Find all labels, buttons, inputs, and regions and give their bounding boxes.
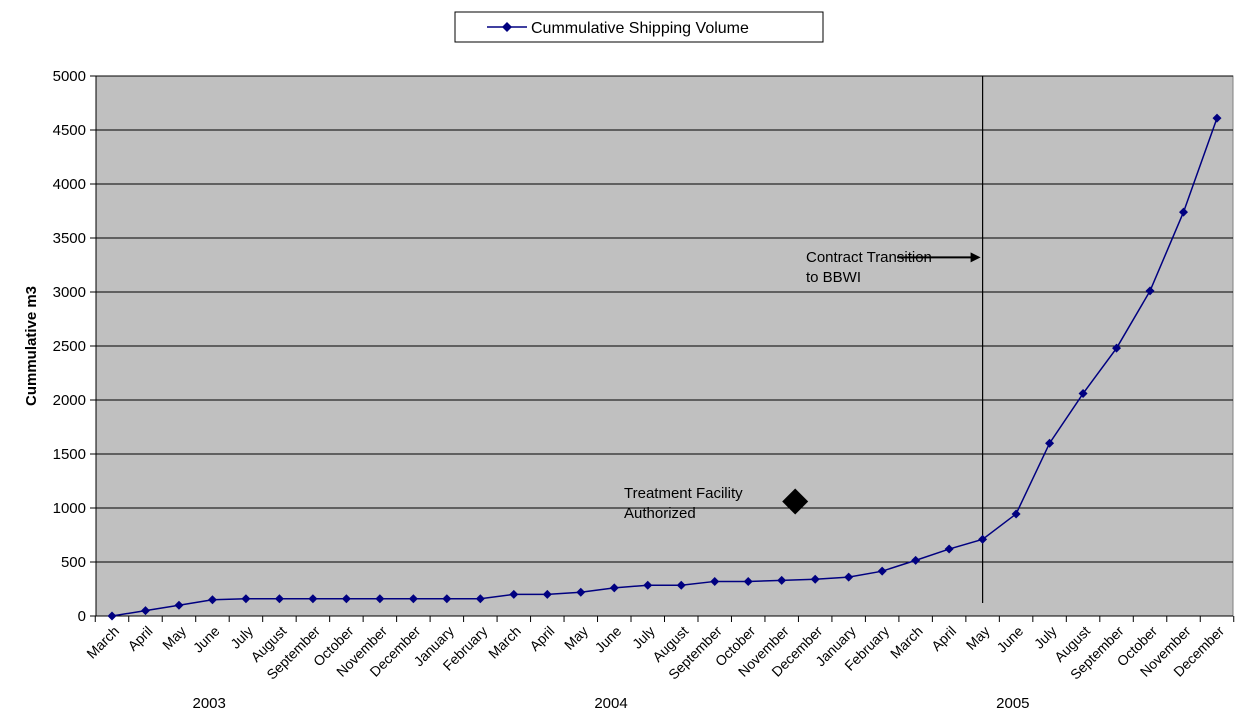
- x-category-label: May: [963, 623, 993, 653]
- x-category-label: April: [526, 623, 557, 654]
- data-point: [676, 580, 686, 590]
- data-point: [174, 600, 184, 610]
- contract-transition-label: to BBWI: [806, 269, 861, 286]
- data-point: [274, 594, 284, 604]
- x-category-label: March: [83, 623, 122, 662]
- y-tick-label: 3000: [53, 284, 86, 301]
- x-category-label: July: [1031, 623, 1060, 652]
- y-tick-label: 5000: [53, 68, 86, 85]
- x-category-label: April: [124, 623, 155, 654]
- data-point: [810, 574, 820, 584]
- data-point: [911, 555, 921, 565]
- data-point: [609, 583, 619, 593]
- y-tick-label: 3500: [53, 230, 86, 247]
- data-point: [1145, 286, 1155, 296]
- data-point: [1078, 389, 1088, 399]
- arrow-head: [970, 252, 981, 263]
- y-axis-title: Cummulative m3: [23, 286, 40, 406]
- data-point: [1179, 207, 1189, 217]
- legend-label: Cummulative Shipping Volume: [531, 20, 749, 37]
- x-category-label: July: [629, 623, 658, 652]
- data-point: [877, 566, 887, 576]
- data-point: [442, 594, 452, 604]
- treatment-facility-marker: [782, 488, 809, 515]
- data-point: [1011, 509, 1021, 519]
- data-point: [207, 595, 217, 605]
- data-point: [475, 594, 485, 604]
- data-point: [509, 589, 519, 599]
- y-axis: 0 500 1000 1500 2000 2500 3000 3500 4000 4500 5000: [53, 68, 97, 625]
- y-tick-label: 4500: [53, 122, 86, 139]
- data-point: [978, 534, 988, 544]
- x-category-label: March: [887, 623, 926, 662]
- data-point: [241, 594, 251, 604]
- data-point: [341, 594, 351, 604]
- data-point: [408, 594, 418, 604]
- data-point: [844, 572, 854, 582]
- data-point: [375, 594, 385, 604]
- y-tick-label: 0: [78, 608, 86, 625]
- treatment-facility-label: Treatment Facility: [624, 485, 743, 502]
- x-category-label: June: [993, 623, 1026, 656]
- data-point: [743, 576, 753, 586]
- x-category-label: May: [159, 623, 189, 653]
- x-category-label: July: [227, 623, 256, 652]
- data-point: [777, 575, 787, 585]
- data-point: [107, 611, 117, 621]
- data-point: [1112, 343, 1122, 353]
- x-category-label: March: [485, 623, 524, 662]
- legend-marker: [502, 22, 512, 32]
- data-point: [643, 580, 653, 590]
- y-tick-label: 4000: [53, 176, 86, 193]
- x-category-label: June: [190, 623, 223, 656]
- legend: Cummulative Shipping Volume: [454, 11, 824, 43]
- x-axis: March April May June JulyAugustSeptemberOcto…: [83, 615, 1235, 712]
- x-category-label: April: [928, 623, 959, 654]
- data-point: [710, 576, 720, 586]
- x-year-label: 2005: [996, 695, 1029, 712]
- data-point: [308, 594, 318, 604]
- x-year-label: 2004: [594, 695, 627, 712]
- y-tick-label: 2000: [53, 392, 86, 409]
- grid-lines: [96, 75, 1233, 563]
- data-point: [542, 589, 552, 599]
- treatment-facility-label: Authorized: [624, 505, 696, 522]
- series-line: [111, 117, 1218, 617]
- data-point: [1212, 113, 1222, 123]
- y-tick-label: 500: [61, 554, 86, 571]
- data-point: [576, 587, 586, 597]
- data-point: [140, 606, 150, 616]
- data-point: [944, 544, 954, 554]
- x-category-label: June: [592, 623, 625, 656]
- annotations: Contract Transition to BBWI Treatment Faci…: [624, 249, 981, 522]
- y-tick-label: 1000: [53, 500, 86, 517]
- x-year-label: 2003: [193, 695, 226, 712]
- y-tick-label: 1500: [53, 446, 86, 463]
- data-point: [1045, 438, 1055, 448]
- y-tick-label: 2500: [53, 338, 86, 355]
- series-cummulative-shipping-volume: [107, 113, 1222, 621]
- x-category-label: May: [561, 623, 591, 653]
- contract-transition-label: Contract Transition: [806, 249, 932, 266]
